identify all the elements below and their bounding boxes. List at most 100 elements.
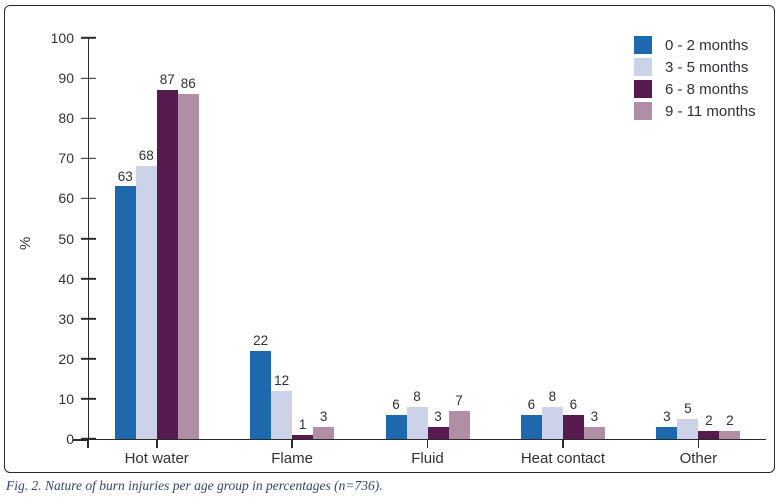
x-tick-flame [291,439,293,448]
x-tick-hot-water [155,439,158,448]
barwrap-9-11-months-flame: 3 [313,38,335,439]
chart-frame: % 63 68 87 86 22 12 1 3 6 8 3 7 6 8 6 3 3 5 2 2 Hot water Fl… [4,5,775,473]
barwrap-9-11-months-fluid: 7 [448,38,470,439]
value-label-6-8-months-other: 2 [705,413,713,429]
legend-label-9-11-months: 9 - 11 months [665,102,756,120]
barwrap-9-11-months-heat-contact: 3 [583,38,605,439]
value-label-6-8-months-fluid: 3 [434,409,442,425]
y-axis-title: % [17,236,34,250]
bar-groups: 63 68 87 86 22 12 1 3 6 8 3 7 6 8 6 3 3 5 2 2 [89,38,766,439]
bar-9-11-months-fluid [448,410,470,439]
legend-swatch-3-5-months [634,58,652,76]
y-tick-10 [81,398,96,400]
value-label-3-5-months-hot-water: 68 [138,148,154,164]
value-label-3-5-months-heat-contact: 8 [548,389,557,405]
category-label-other: Other [679,450,718,467]
y-tick-label-90: 90 [58,70,74,87]
bar-0-2-months-fluid [385,414,407,439]
y-tick-label-70: 70 [58,150,74,167]
legend-label-3-5-months: 3 - 5 months [665,58,749,76]
y-tick-label-80: 80 [58,110,74,127]
legend-item-6-8-months: 6 - 8 months [634,80,756,98]
value-label-0-2-months-hot-water: 63 [117,168,133,184]
value-label-0-2-months-heat-contact: 6 [527,397,536,413]
value-label-6-8-months-heat-contact: 6 [569,397,578,413]
legend-item-3-5-months: 3 - 5 months [634,58,756,76]
x-tick-slot-hot-water [89,439,224,448]
x-tick-slot-fluid [360,439,495,448]
value-label-0-2-months-fluid: 6 [392,397,400,413]
y-tick-label-30: 30 [58,310,74,327]
bar-6-8-months-other [698,430,720,439]
bar-6-8-months-heat-contact [562,414,584,439]
y-tick-50 [81,237,96,240]
barwrap-0-2-months-hot-water: 63 [114,38,136,439]
category-label-fluid: Fluid [411,450,444,467]
x-tick-slot-other [631,439,766,448]
bar-9-11-months-heat-contact [583,426,605,439]
barwrap-6-8-months-hot-water: 87 [156,38,178,439]
bar-0-2-months-flame [250,350,272,439]
plot-area: 63 68 87 86 22 12 1 3 6 8 3 7 6 8 6 3 3 5 2 2 Hot water Flam… [51,31,766,467]
barwrap-6-8-months-other: 2 [698,38,720,439]
y-tick-20 [81,358,96,360]
bar-group-hot-water: 63 68 87 86 [89,38,224,439]
barwrap-9-11-months-other: 2 [719,38,741,439]
y-tick-100 [81,37,96,39]
legend-swatch-6-8-months [634,80,652,98]
barwrap-9-11-months-hot-water: 86 [177,38,199,439]
barwrap-3-5-months-other: 5 [677,38,699,439]
bar-0-2-months-hot-water [114,186,136,439]
value-label-9-11-months-flame: 3 [319,409,328,425]
category-slot-other: Other [631,450,766,467]
x-tick-other [697,439,700,448]
value-label-3-5-months-fluid: 8 [413,389,421,405]
category-label-flame: Flame [271,450,313,467]
bar-9-11-months-other [719,430,741,439]
legend-swatch-9-11-months [634,102,652,120]
value-label-3-5-months-other: 5 [684,401,692,417]
bar-3-5-months-heat-contact [541,406,563,439]
x-axis-labels: Hot water Flame Fluid Heat contact Other [89,450,766,467]
bar-9-11-months-flame [313,426,335,439]
category-slot-fluid: Fluid [360,450,495,467]
value-label-9-11-months-other: 2 [726,413,734,429]
barwrap-6-8-months-flame: 1 [292,38,314,439]
bar-0-2-months-other [656,426,678,439]
x-tick-slot-heat-contact [495,439,630,448]
y-tick-label-40: 40 [58,270,74,287]
category-label-hot-water: Hot water [124,450,189,467]
value-label-9-11-months-heat-contact: 3 [590,409,599,425]
y-tick-40 [81,277,96,280]
x-axis-ticks [89,439,766,448]
legend-swatch-0-2-months [634,36,652,54]
y-tick-90 [81,77,96,79]
bar-9-11-months-hot-water [177,94,199,439]
bar-6-8-months-hot-water [156,90,178,439]
legend-label-0-2-months: 0 - 2 months [665,36,749,54]
origin-tick [87,439,89,448]
y-tick-0 [81,438,96,440]
y-tick-80 [81,117,96,120]
y-tick-label-100: 100 [50,30,74,46]
barwrap-3-5-months-heat-contact: 8 [541,38,563,439]
legend-item-0-2-months: 0 - 2 months [634,36,756,54]
value-label-0-2-months-other: 3 [663,409,671,425]
barwrap-0-2-months-heat-contact: 6 [520,38,542,439]
legend-label-6-8-months: 6 - 8 months [665,80,749,98]
value-label-6-8-months-hot-water: 87 [159,72,175,88]
value-label-6-8-months-flame: 1 [298,417,307,433]
value-label-9-11-months-fluid: 7 [455,393,463,409]
figure-caption: Fig. 2. Nature of burn injuries per age … [6,478,383,493]
value-label-0-2-months-flame: 22 [253,332,269,348]
barwrap-0-2-months-fluid: 6 [385,38,407,439]
barwrap-3-5-months-hot-water: 68 [135,38,157,439]
category-label-heat-contact: Heat contact [520,450,606,467]
y-tick-30 [81,317,96,320]
bar-3-5-months-fluid [406,406,428,439]
x-tick-fluid [426,439,429,448]
